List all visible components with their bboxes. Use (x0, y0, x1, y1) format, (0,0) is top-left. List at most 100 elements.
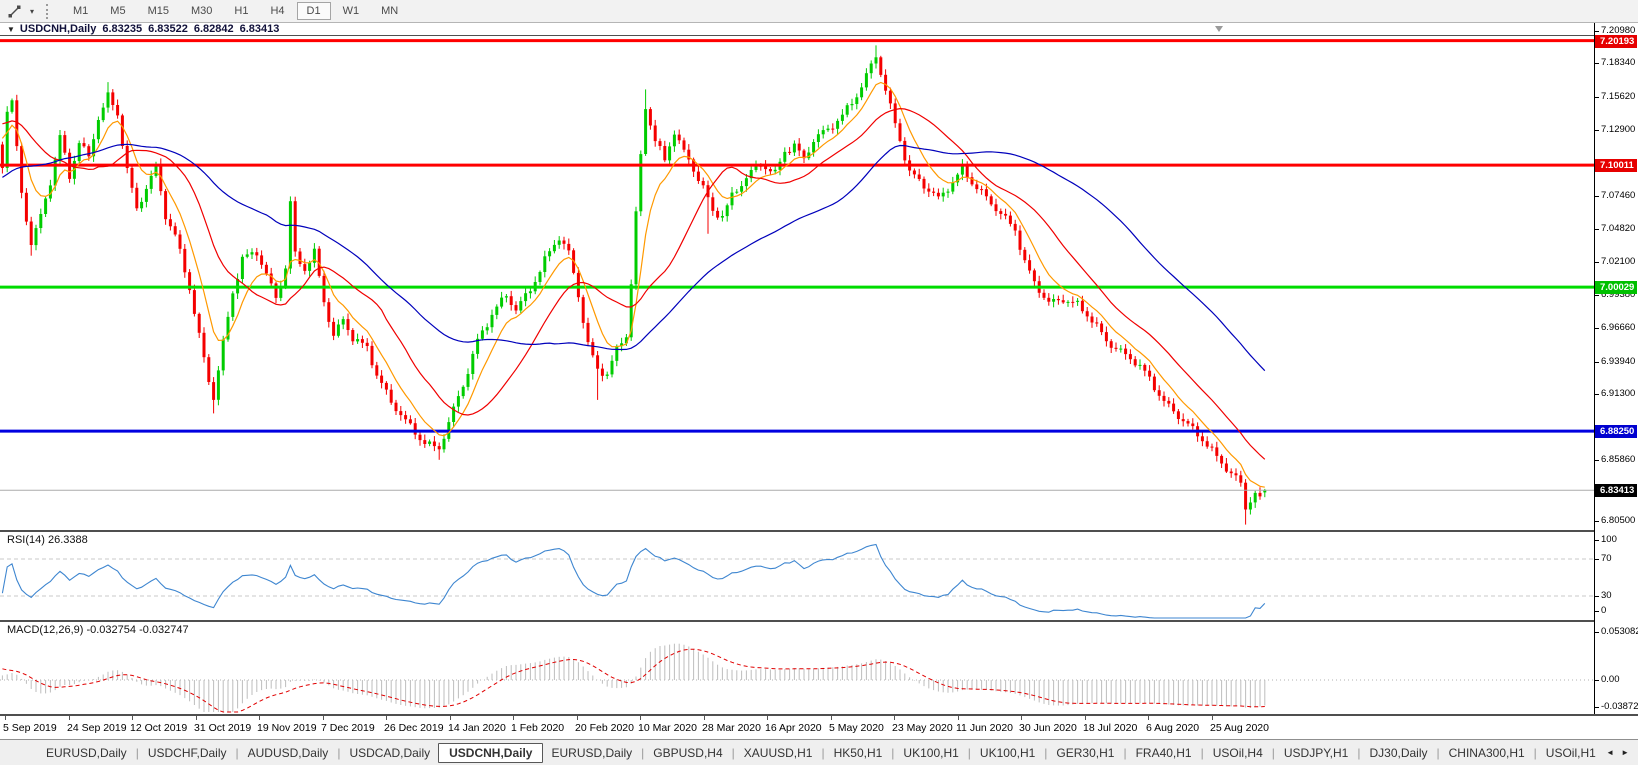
dropdown-arrow-icon[interactable]: ▾ (30, 6, 35, 16)
tab-scroll-left-icon[interactable]: ◄ (1606, 748, 1615, 757)
timeframe-button-m15[interactable]: M15 (147, 5, 169, 17)
price-level-label: 6.88250 (1595, 425, 1637, 438)
tab-scroll-right-icon[interactable]: ► (1621, 748, 1629, 757)
price-axis-tick-mark (1595, 262, 1599, 263)
tab-fra40-h1[interactable]: FRA40,H1 (1135, 745, 1192, 760)
date-tick-mark (69, 716, 70, 720)
tab-xauusd-h1[interactable]: XAUUSD,H1 (743, 745, 813, 760)
tab-divider: | (337, 745, 341, 760)
price-level-label: 7.10011 (1595, 159, 1637, 172)
price-axis-tick: 6.91300 (1601, 388, 1636, 399)
date-tick-mark (1148, 716, 1149, 720)
moving-average-55 (2, 143, 1266, 372)
price-axis-tick: -0.03872 (1601, 701, 1638, 712)
tab-divider: | (1436, 745, 1440, 760)
date-axis-label: 19 Nov 2019 (257, 722, 317, 734)
date-tick-mark (894, 716, 895, 720)
date-axis-label: 28 Mar 2020 (702, 722, 761, 734)
chart-tabbar: EURUSD,Daily | USDCHF,Daily | AUDUSD,Daily | U… (0, 739, 1638, 765)
date-tick-mark (577, 716, 578, 720)
toolbar-grip-handle[interactable] (46, 3, 52, 19)
tab-divider: | (1044, 745, 1048, 760)
timeframe-button-w1[interactable]: W1 (342, 5, 360, 17)
tab-uk100-h1[interactable]: UK100,H1 (979, 745, 1036, 760)
date-tick-mark (5, 716, 6, 720)
price-axis-tick-mark (1595, 596, 1599, 597)
timeframe-button-m5[interactable]: M5 (110, 5, 126, 17)
price-axis-tick: 7.02100 (1601, 256, 1636, 267)
price-axis-tick: 0.053082 (1601, 626, 1638, 637)
panel-separator[interactable] (0, 620, 1638, 622)
tab-usdcad-daily[interactable]: USDCAD,Daily (349, 745, 431, 760)
price-chart-canvas[interactable] (0, 23, 1594, 530)
timeframe-button-h4[interactable]: H4 (270, 5, 285, 17)
panel-separator (0, 35, 1638, 36)
tab-divider: | (1533, 745, 1537, 760)
tab-gbpusd-h4[interactable]: GBPUSD,H4 (653, 745, 723, 760)
date-axis-label: 5 May 2020 (829, 722, 884, 734)
tab-dj30-daily[interactable]: DJ30,Daily (1369, 745, 1428, 760)
tab-china300-h1[interactable]: CHINA300,H1 (1448, 745, 1525, 760)
date-axis-label: 1 Feb 2020 (511, 722, 565, 734)
timeframe-group: M1 M5 M15 M30 H1 H4 D1 W1 MN (63, 2, 408, 20)
tab-hk50-h1[interactable]: HK50,H1 (833, 745, 883, 760)
tab-eurusd-daily[interactable]: EURUSD,Daily (46, 745, 127, 760)
macd-panel-canvas[interactable] (0, 622, 1594, 714)
tab-divider: | (967, 745, 971, 760)
ohlc-low: 6.82842 (193, 23, 234, 35)
panel-separator (0, 714, 1638, 716)
tab-divider: | (135, 745, 139, 760)
tab-divider: | (235, 745, 239, 760)
rsi-panel-canvas[interactable] (0, 532, 1594, 620)
tab-audusd-daily[interactable]: AUDUSD,Daily (247, 745, 329, 760)
timeframe-button-m1[interactable]: M1 (73, 5, 89, 17)
tab-divider: | (1123, 745, 1127, 760)
macd-histogram-layer (1, 643, 1266, 712)
price-level-label: 7.00029 (1595, 281, 1637, 294)
rsi-indicator-label: RSI(14) 26.3388 (7, 534, 88, 546)
collapse-arrow-icon[interactable]: ▼ (7, 25, 15, 34)
ohlc-high: 6.83522 (148, 23, 188, 35)
price-axis-tick-mark (1595, 31, 1599, 32)
macd-signal-line (2, 648, 1265, 713)
timeframe-button-h1[interactable]: H1 (234, 5, 249, 17)
timeframe-button-mn[interactable]: MN (381, 5, 399, 17)
date-tick-mark (640, 716, 641, 720)
price-axis-tick: 6.85860 (1601, 454, 1636, 465)
price-axis[interactable]: 7.20980 7.18340 7.15620 7.12900 7.07460 7.048… (1594, 23, 1638, 714)
tab-usoil-h1[interactable]: USOil,H1 (1545, 745, 1596, 760)
price-axis-tick: 7.20980 (1601, 25, 1636, 36)
tab-divider: | (1271, 745, 1275, 760)
ohlc-open: 6.83235 (102, 23, 143, 35)
date-tick-mark (450, 716, 451, 720)
price-axis-tick-mark (1595, 460, 1599, 461)
price-axis-tick-mark (1595, 97, 1599, 98)
date-tick-mark (513, 716, 514, 720)
date-tick-mark (704, 716, 705, 720)
tab-divider: | (891, 745, 895, 760)
tab-ger30-h1[interactable]: GER30,H1 (1056, 745, 1115, 760)
price-axis-tick: 0 (1601, 605, 1607, 616)
tab-usoil-h4[interactable]: USOil,H4 (1212, 745, 1263, 760)
date-axis-label: 20 Feb 2020 (575, 722, 634, 734)
tab-usdchf-daily[interactable]: USDCHF,Daily (147, 745, 227, 760)
tab-usdcnh-daily[interactable]: USDCNH,Daily (438, 742, 544, 763)
chart-title: ▼ USDCNH,Daily 6.83235 6.83522 6.82842 6.8341… (7, 23, 279, 36)
cursor-tool-icon[interactable] (5, 3, 24, 20)
price-axis-tick: 6.99380 (1601, 289, 1636, 300)
tab-uk100-h1[interactable]: UK100,H1 (903, 745, 959, 760)
date-axis-label: 14 Jan 2020 (448, 722, 506, 734)
date-axis[interactable]: 5 Sep 2019 24 Sep 2019 12 Oct 2019 31 Oct 2… (0, 716, 1594, 739)
panel-separator[interactable] (0, 530, 1638, 532)
price-axis-tick: 7.18340 (1601, 57, 1636, 68)
timeframe-button-m30[interactable]: M30 (190, 5, 213, 17)
date-axis-label: 31 Oct 2019 (194, 722, 252, 734)
tab-eurusd-daily[interactable]: EURUSD,Daily (551, 745, 633, 760)
price-axis-tick: 7.04820 (1601, 223, 1636, 234)
date-axis-label: 7 Dec 2019 (321, 722, 375, 734)
date-tick-mark (196, 716, 197, 720)
timeframe-button-d1[interactable]: D1 (296, 2, 331, 20)
price-axis-tick-mark (1595, 394, 1599, 395)
tab-usdjpy-h1[interactable]: USDJPY,H1 (1283, 745, 1349, 760)
chart-symbol-label: USDCNH,Daily (19, 23, 97, 35)
